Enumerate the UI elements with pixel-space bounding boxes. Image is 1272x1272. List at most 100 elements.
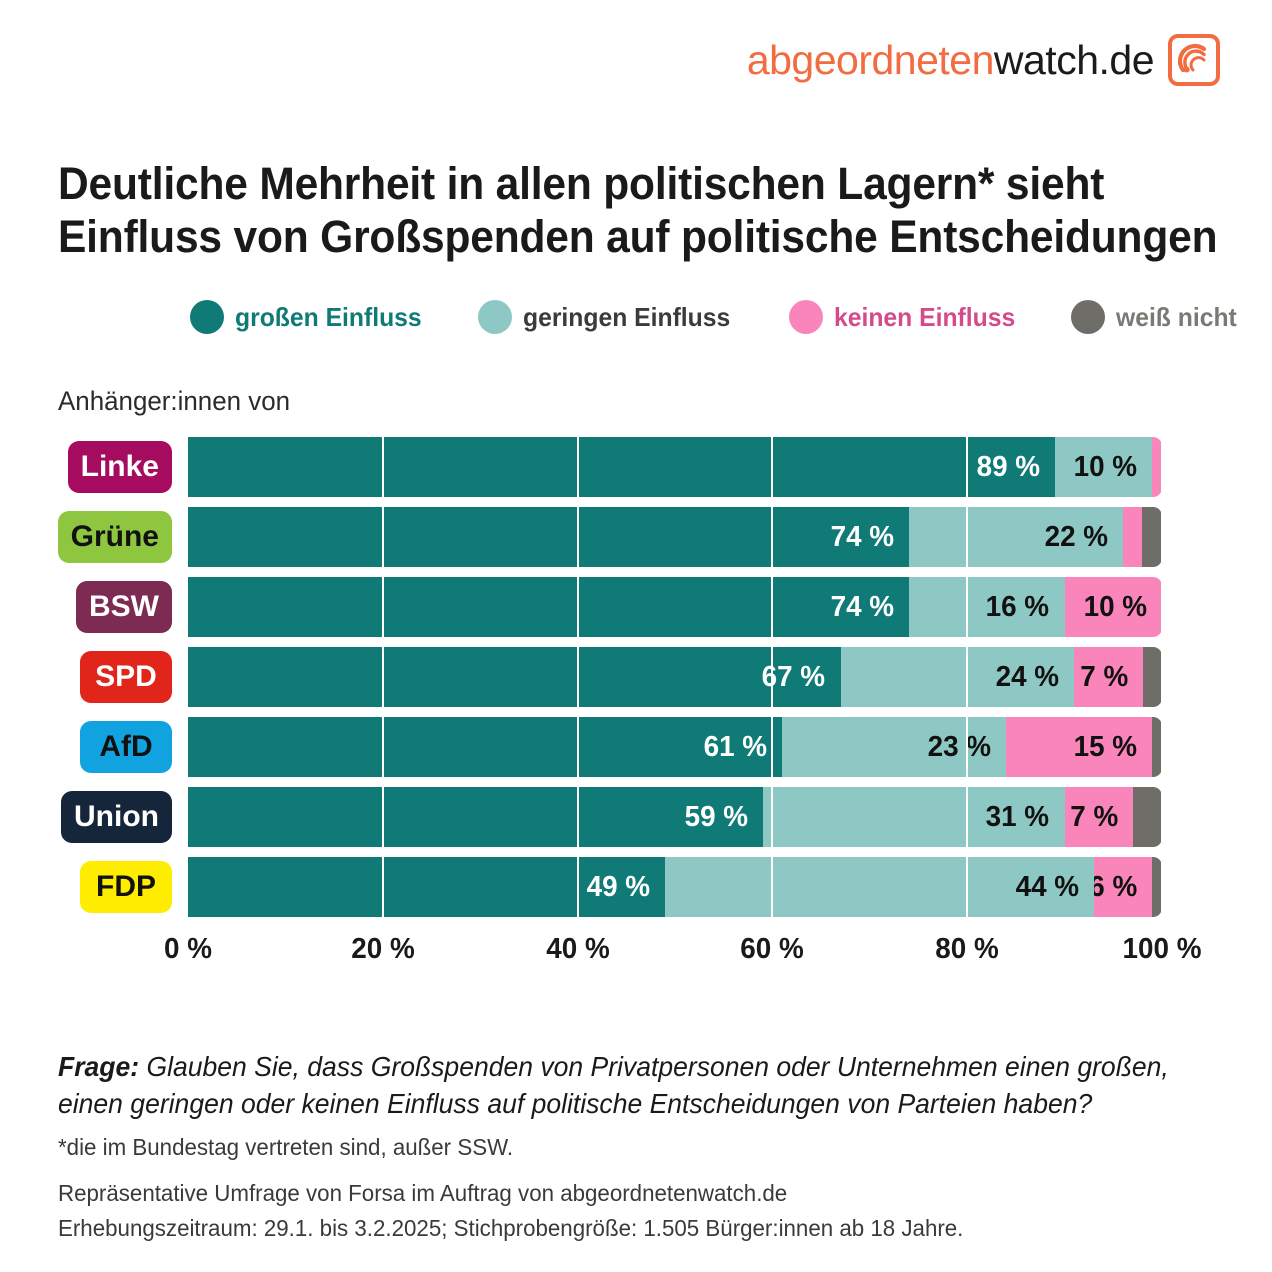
bar-value-label: 7 % [1070, 800, 1119, 833]
legend-label: geringen Einfluss [523, 301, 731, 332]
bar-segment-0: 49 % [188, 857, 666, 917]
legend-dot-icon [478, 300, 513, 334]
bar-segment-1: 23 % [782, 717, 1007, 777]
party-badge-holder: Union [0, 791, 178, 843]
bar-value-label: 89 % [976, 450, 1040, 483]
party-badge-afd: AfD [80, 721, 172, 773]
bar-value-label: 10 % [1083, 590, 1147, 623]
party-badge-holder: SPD [0, 651, 178, 703]
stacked-bar: 67 % 24 % 7 % [188, 647, 1162, 707]
bar-segment-1: 44 % [665, 857, 1094, 917]
bar-segment-0: 74 % [188, 577, 909, 637]
x-tick-label-100: 100 % [1122, 933, 1202, 965]
legend-dot-icon [788, 300, 823, 334]
legend-dot-icon [190, 300, 224, 334]
stacked-bar: 89 % 10 % [188, 437, 1162, 497]
party-badge-spd: SPD [80, 651, 172, 703]
legend-label: weiß nicht [1116, 301, 1238, 332]
logo-text-dark: watch.de [993, 36, 1155, 83]
title-line-1: Deutliche Mehrheit in allen politischen … [58, 158, 1105, 210]
question-prefix: Frage: [58, 1051, 140, 1082]
bar-value-label: 67 % [762, 660, 826, 693]
bar-value-label: 22 % [1044, 520, 1108, 553]
party-badge-union: Union [61, 791, 172, 843]
bar-value-label: 31 % [986, 800, 1050, 833]
chart-row-spd: SPD 67 % 24 % 7 % [0, 647, 1272, 707]
bar-segment-2: 10 % [1064, 577, 1162, 637]
bar-segment-2 [1152, 437, 1162, 497]
x-tick-label-40: 40 % [545, 933, 610, 965]
title-line-2: Einfluss von Großspenden auf politische … [58, 210, 1218, 262]
bar-segment-2: 15 % [1006, 717, 1153, 777]
party-badge-holder: BSW [0, 581, 178, 633]
legend-item-0: großen Einfluss [190, 300, 431, 334]
y-axis-caption: Anhänger:innen von [58, 386, 291, 416]
legend-label: keinen Einfluss [833, 301, 1015, 332]
bar-value-label: 15 % [1073, 730, 1138, 763]
bar-segment-1: 22 % [908, 507, 1124, 567]
bar-segment-2 [1123, 507, 1143, 567]
chart-row-bsw: BSW 74 % 16 % 10 % [0, 577, 1272, 637]
bar-value-label: 23 % [927, 730, 992, 763]
party-badge-bsw: BSW [76, 581, 172, 633]
bar-segment-3 [1152, 717, 1162, 777]
footnote-asterisk: *die im Bundestag vertreten sind, außer … [58, 1134, 514, 1160]
legend-item-1: geringen Einfluss [478, 300, 741, 334]
stacked-bar-chart: Linke 89 % 10 % Grüne 74 % 22 % BSW 74 % 16 % 10 … [0, 437, 1272, 929]
chart-row-fdp: FDP 49 % 44 % 6 % [0, 857, 1272, 917]
party-badge-linke: Linke [67, 441, 172, 493]
bar-value-label: 74 % [830, 520, 894, 553]
bar-segment-3 [1132, 787, 1162, 847]
footnote-source: Repräsentative Umfrage von Forsa im Auft… [58, 1176, 963, 1245]
bar-value-label: 7 % [1079, 660, 1128, 693]
stacked-bar: 74 % 16 % 10 % [188, 577, 1162, 637]
x-axis: 0 % 20 % 40 % 60 % 80 % 100 % [0, 933, 1272, 973]
gridline-100 [1161, 437, 1163, 929]
stacked-bar: 74 % 22 % [188, 507, 1162, 567]
bar-segment-0: 67 % [188, 647, 841, 707]
stacked-bar: 61 % 23 % 15 % [188, 717, 1162, 777]
bar-segment-3 [1142, 507, 1162, 567]
legend-label: großen Einfluss [235, 301, 422, 332]
bar-value-label: 10 % [1073, 450, 1138, 483]
question-text: Glauben Sie, dass Großspenden von Privat… [58, 1051, 1169, 1120]
gridline-40 [576, 437, 579, 929]
bar-segment-3 [1152, 857, 1162, 917]
gridline-20 [381, 437, 384, 929]
bar-segment-0: 59 % [188, 787, 763, 847]
bar-segment-3 [1142, 647, 1162, 707]
bar-value-label: 6 % [1093, 870, 1138, 903]
legend-item-3: weiß nicht [1071, 300, 1243, 334]
bar-value-label: 61 % [703, 730, 768, 763]
bar-segment-1: 31 % [762, 787, 1065, 847]
bar-segment-0: 61 % [188, 717, 783, 777]
bar-segment-1: 24 % [840, 647, 1075, 707]
bar-value-label: 59 % [684, 800, 748, 833]
x-tick-label-60: 60 % [740, 933, 805, 965]
logo-text-orange: abgeordneten [746, 36, 995, 83]
party-badge-holder: FDP [0, 861, 178, 913]
bar-segment-0: 74 % [188, 507, 909, 567]
radar-speedometer-icon [1168, 34, 1220, 86]
gridline-60 [771, 437, 774, 929]
bar-value-label: 24 % [995, 660, 1060, 693]
chart-row-linke: Linke 89 % 10 % [0, 437, 1272, 497]
stacked-bar: 59 % 31 % 7 % [188, 787, 1162, 847]
footnote-source-line-2: Erhebungszeitraum: 29.1. bis 3.2.2025; S… [58, 1214, 964, 1241]
stacked-bar: 49 % 44 % 6 % [188, 857, 1162, 917]
logo-wordmark: abgeordnetenwatch.de [746, 36, 1155, 84]
bar-segment-1: 10 % [1054, 437, 1153, 497]
bar-segment-1: 16 % [908, 577, 1065, 637]
bar-segment-2: 7 % [1064, 787, 1133, 847]
chart-legend: großen Einfluss geringen Einfluss keinen E… [190, 300, 1243, 334]
legend-dot-icon [1071, 300, 1106, 334]
bar-value-label: 44 % [1015, 870, 1079, 903]
footnote-source-line-1: Repräsentative Umfrage von Forsa im Auft… [58, 1180, 788, 1206]
page-title: Deutliche Mehrheit in allen politischen … [58, 158, 1218, 263]
bar-segment-0: 89 % [188, 437, 1055, 497]
bar-segment-2: 7 % [1074, 647, 1143, 707]
legend-item-2: keinen Einfluss [788, 300, 1025, 334]
bar-value-label: 74 % [830, 590, 894, 623]
brand-logo[interactable]: abgeordnetenwatch.de [747, 34, 1220, 86]
chart-row-grüne: Grüne 74 % 22 % [0, 507, 1272, 567]
